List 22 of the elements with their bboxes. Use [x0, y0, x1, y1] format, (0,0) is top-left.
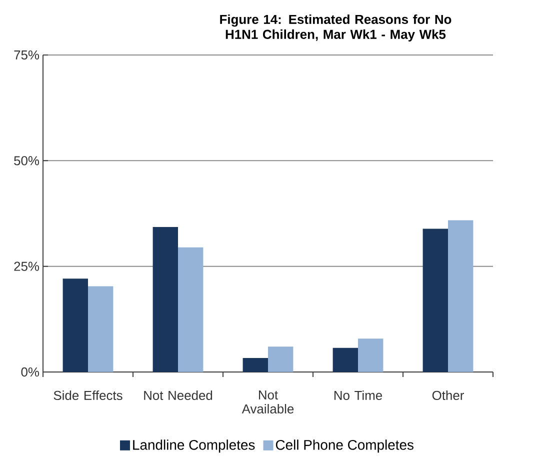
bar: [88, 286, 114, 372]
bar: [422, 228, 448, 372]
y-tick-label: 75%: [14, 50, 40, 60]
bar: [152, 227, 178, 372]
legend-label: Cell Phone Completes: [276, 440, 414, 453]
chart-title: Figure 14: Estimated Reasons for No H1N1 Children, Mar Wk1 - May Wk5: [220, 14, 452, 42]
bar: [268, 346, 294, 372]
bar: [178, 247, 204, 372]
bar: [242, 358, 268, 372]
x-tick-label: No Time: [334, 390, 382, 400]
y-tick-label: 50%: [14, 156, 40, 166]
bar: [332, 348, 358, 372]
x-tick-label: Not Available: [242, 390, 294, 414]
bar: [62, 278, 88, 372]
y-tick-label: 0%: [21, 367, 40, 377]
bar: [358, 338, 384, 372]
x-tick-label: Other: [432, 390, 464, 400]
bar: [448, 220, 474, 372]
x-tick-label: Not Needed: [144, 390, 212, 400]
x-tick-label: Side Effects: [54, 390, 122, 400]
y-tick-label: 25%: [14, 262, 40, 271]
legend-label: Landline Completes: [133, 440, 255, 453]
